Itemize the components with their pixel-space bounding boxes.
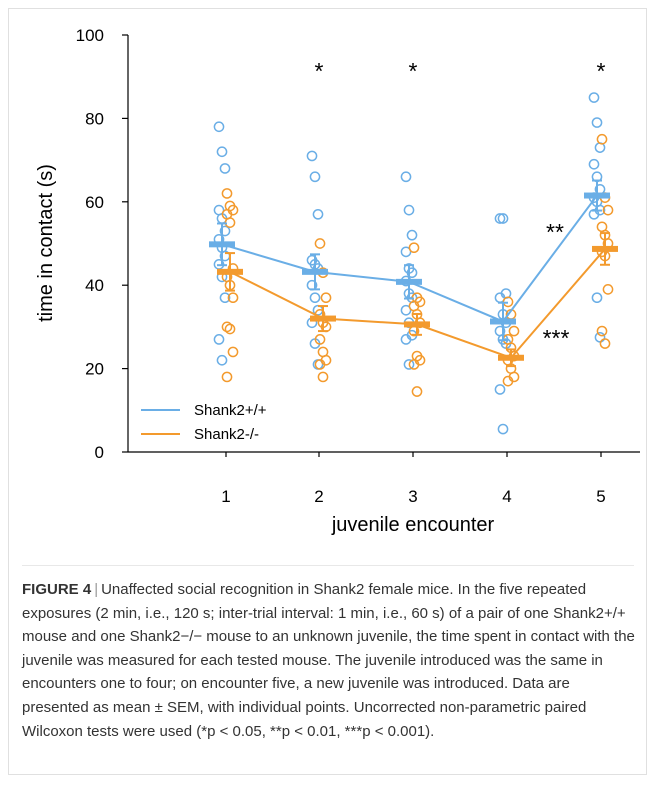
data-point [602,284,614,295]
significance-star: * [409,58,418,84]
mean-marker [592,245,618,252]
data-point [408,359,420,370]
data-point [494,384,506,395]
data-point [591,292,603,304]
data-point [213,334,225,345]
data-point [406,267,418,279]
figure-chart: 0 20 40 60 80 100 1 2 3 4 5 juvenile encounter time … [35,26,640,536]
data-point [216,146,228,158]
y-tick-label: 0 [95,443,104,462]
x-tick-label: 5 [596,487,605,506]
data-point [411,386,423,397]
chart-annotations: * * ****** [315,58,606,351]
mean-marker [217,268,243,275]
data-point [317,371,329,383]
data-point [314,334,326,345]
significance-star: * [597,58,606,84]
data-point [221,321,233,333]
data-point [309,292,321,304]
y-tick-label: 100 [76,26,104,45]
data-point [602,204,614,216]
data-point [596,325,608,337]
chart-data-points [213,92,614,435]
y-axis-title: time in contact (s) [35,164,57,322]
data-point [219,225,231,237]
data-point [497,213,509,224]
data-point [408,242,420,254]
data-point [588,158,600,170]
data-point [596,133,608,145]
data-point [314,238,326,249]
caption-divider [22,565,634,566]
data-point [508,325,520,337]
data-point [227,292,239,304]
mean-marker [302,268,328,275]
data-point [227,346,239,358]
x-tick-label: 3 [408,487,417,506]
mean-marker [404,321,430,328]
mean-marker [498,354,524,361]
legend-label: Shank2+/+ [194,402,267,419]
y-tick-label: 80 [85,109,104,128]
data-point [494,213,506,224]
data-point [588,92,600,103]
chart-mean-markers [209,179,618,368]
data-point [312,208,324,220]
significance-annotation-lower: *** [543,325,570,351]
data-point [320,292,332,304]
data-point [594,331,606,343]
data-point [591,117,603,128]
data-point [219,163,231,174]
data-point [306,150,318,162]
mean-marker [310,315,336,322]
data-point [213,121,225,133]
data-point [400,246,412,258]
x-axis-title: juvenile encounter [331,514,495,536]
caption-text: Unaffected social recognition in Shank2 … [22,581,635,740]
x-tick-label: 2 [314,487,323,506]
significance-star: * [315,58,324,84]
data-point [400,171,412,183]
data-point [216,354,228,366]
y-tick-label: 20 [85,360,104,379]
data-point [221,188,233,199]
figure-caption: FIGURE 4 | Unaffected social recognition i… [22,578,637,743]
figure-frame [8,8,647,775]
data-point [314,359,326,370]
data-point [502,375,514,387]
data-point [309,171,321,183]
significance-annotation-upper: ** [546,219,564,245]
data-point [219,292,231,304]
mean-marker [396,278,422,285]
x-tick-label: 1 [221,487,230,506]
chart-axes: 0 20 40 60 80 100 1 2 3 4 5 juvenile encounter time … [35,26,640,536]
y-tick-label: 40 [85,276,104,295]
data-point [406,229,418,241]
mean-marker [209,241,235,248]
data-point [224,323,236,335]
data-point [400,304,412,316]
mean-marker [490,318,516,325]
data-point [403,359,415,370]
data-point [599,338,611,349]
mean-marker [584,192,610,199]
data-point [497,423,509,435]
caption-separator: | [94,581,99,598]
figure-label: FIGURE 4 [22,581,92,598]
data-point [221,371,233,383]
chart-legend: Shank2+/+ Shank2-/- [141,402,267,443]
y-tick-label: 60 [85,193,104,212]
x-tick-label: 4 [502,487,511,506]
legend-label: Shank2-/- [194,426,259,443]
data-point [400,334,412,345]
data-point [403,204,415,216]
